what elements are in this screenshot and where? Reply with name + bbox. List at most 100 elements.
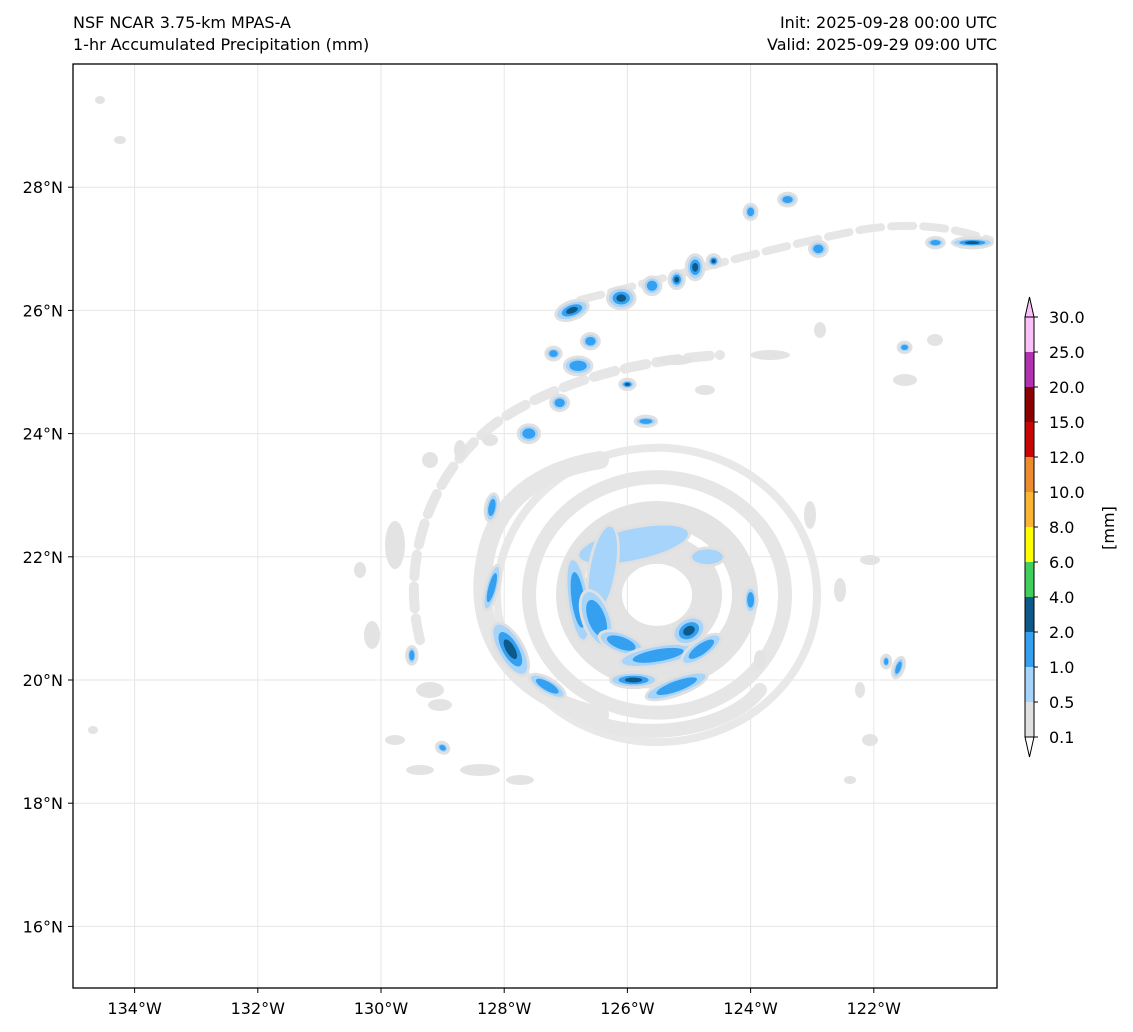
rainband-cell <box>641 275 663 297</box>
rainband-cell <box>671 615 707 647</box>
lon-tick-label: 126°W <box>600 999 655 1018</box>
cell-core <box>711 259 716 264</box>
rainband-cell <box>544 345 563 362</box>
colorbar-min-extend <box>1024 736 1035 758</box>
light-precip-cell <box>454 440 466 460</box>
colorbar-units-label: [mm] <box>1099 506 1118 550</box>
rainband-cell <box>680 632 723 666</box>
cell-core <box>895 661 902 674</box>
light-precip-cell <box>804 501 816 529</box>
rainband-cell <box>549 393 571 412</box>
light-precip-cell <box>814 322 826 338</box>
colorbar-segment <box>1025 562 1034 597</box>
cell-core <box>692 262 699 272</box>
cell-core <box>439 744 446 751</box>
colorbar-segment <box>1025 667 1034 702</box>
cell-core <box>782 196 793 203</box>
colorbar-segment <box>1025 702 1034 737</box>
rainband-cell <box>618 641 698 669</box>
init-time: Init: 2025-09-28 00:00 UTC <box>779 13 997 32</box>
title-left: NSF NCAR 3.75-km MPAS-A 1-hr Accumulated… <box>73 12 369 56</box>
colorbar-tick-label: 20.0 <box>1049 378 1085 397</box>
rainband-cell <box>742 202 759 221</box>
light-precip-cell <box>860 555 880 565</box>
rainband-cell <box>605 285 637 311</box>
rainband-cells <box>405 191 994 755</box>
precip-ring <box>522 470 793 720</box>
rainband-cell <box>705 253 722 270</box>
colorbar-tick-label: 0.5 <box>1049 693 1074 712</box>
light-precip-cell <box>416 682 444 698</box>
valid-time: Valid: 2025-09-29 09:00 UTC <box>766 35 997 54</box>
lat-tick-label: 24°N <box>23 425 63 444</box>
colorbar-tick-label: 12.0 <box>1049 448 1085 467</box>
rainband-cell <box>896 340 913 355</box>
title-right: Init: 2025-09-28 00:00 UTC Valid: 2025-0… <box>767 12 997 56</box>
rainband-cell <box>405 644 419 666</box>
cell-core <box>813 244 824 254</box>
lat-tick-label: 18°N <box>23 794 63 813</box>
cell-core <box>588 526 618 612</box>
rainband-cell <box>562 355 594 377</box>
light-precip-cell <box>428 699 452 711</box>
rainband-cell <box>483 492 501 523</box>
cell-core <box>646 280 658 291</box>
light-precip-cell <box>460 764 500 776</box>
cell-core <box>883 658 889 665</box>
cell-core <box>747 207 755 217</box>
rainband-cell <box>950 235 994 250</box>
lat-tick-label: 26°N <box>23 301 63 320</box>
light-precip-cell <box>364 621 380 649</box>
rainband-cell <box>807 239 829 258</box>
light-precip-cell <box>88 726 98 734</box>
light-precip-cell <box>862 734 878 746</box>
cell-core <box>488 499 496 517</box>
rainband-cell <box>516 423 542 444</box>
axis-ticks: 134°W 132°W 130°W 128°W 126°W 124°W 122°W 28°N 2… <box>23 178 901 1018</box>
lat-tick-label: 20°N <box>23 671 63 690</box>
colorbar-max-extend <box>1024 296 1035 318</box>
rainband-cell <box>644 671 709 702</box>
light-precip-cell <box>695 385 715 395</box>
rainband-cell <box>554 298 590 323</box>
light-precip-cell <box>114 136 126 144</box>
rainband-cell <box>609 670 659 690</box>
cell-core <box>569 360 587 372</box>
colorbar-segment <box>1025 457 1034 492</box>
light-precip-cell <box>844 776 856 784</box>
colorbar-segment <box>1025 422 1034 457</box>
cell-core <box>692 549 723 565</box>
cell-core <box>549 350 558 357</box>
light-precip-cell <box>354 562 366 578</box>
light-precip-cell <box>754 650 766 670</box>
rainband-cell <box>890 655 906 680</box>
cell-core <box>535 678 559 694</box>
colorbar-tick-label: 4.0 <box>1049 588 1074 607</box>
colorbar-segment <box>1025 597 1034 632</box>
cell-core <box>554 398 565 408</box>
light-precip-cell <box>95 96 105 104</box>
cell-core <box>656 677 698 695</box>
colorbar-tick-label: 0.1 <box>1049 728 1074 747</box>
lon-tick-label: 130°W <box>354 999 409 1018</box>
model-title: NSF NCAR 3.75-km MPAS-A <box>73 13 291 32</box>
rainband-cell <box>528 672 567 700</box>
lat-tick-label: 22°N <box>23 548 63 567</box>
colorbar-segment <box>1025 632 1034 667</box>
lat-tick-label: 16°N <box>23 917 63 936</box>
cell-core <box>674 276 680 283</box>
cell-core <box>566 306 578 314</box>
cell-core <box>632 647 684 663</box>
lon-tick-label: 134°W <box>107 999 162 1018</box>
colorbar-tick-label: 15.0 <box>1049 413 1085 432</box>
rainband-cell <box>597 629 645 657</box>
rainband-cell <box>481 563 502 612</box>
colorbar: 0.1 0.5 1.0 2.0 4.0 6.0 8.0 10.0 12.0 15.0 20.0 25.… <box>1024 296 1085 758</box>
cell-core <box>747 592 755 608</box>
map-background <box>73 64 997 988</box>
light-precip-cell <box>385 521 405 569</box>
rainband-cell <box>580 332 601 351</box>
rainband-cell <box>667 269 686 290</box>
cell-core <box>409 650 415 661</box>
